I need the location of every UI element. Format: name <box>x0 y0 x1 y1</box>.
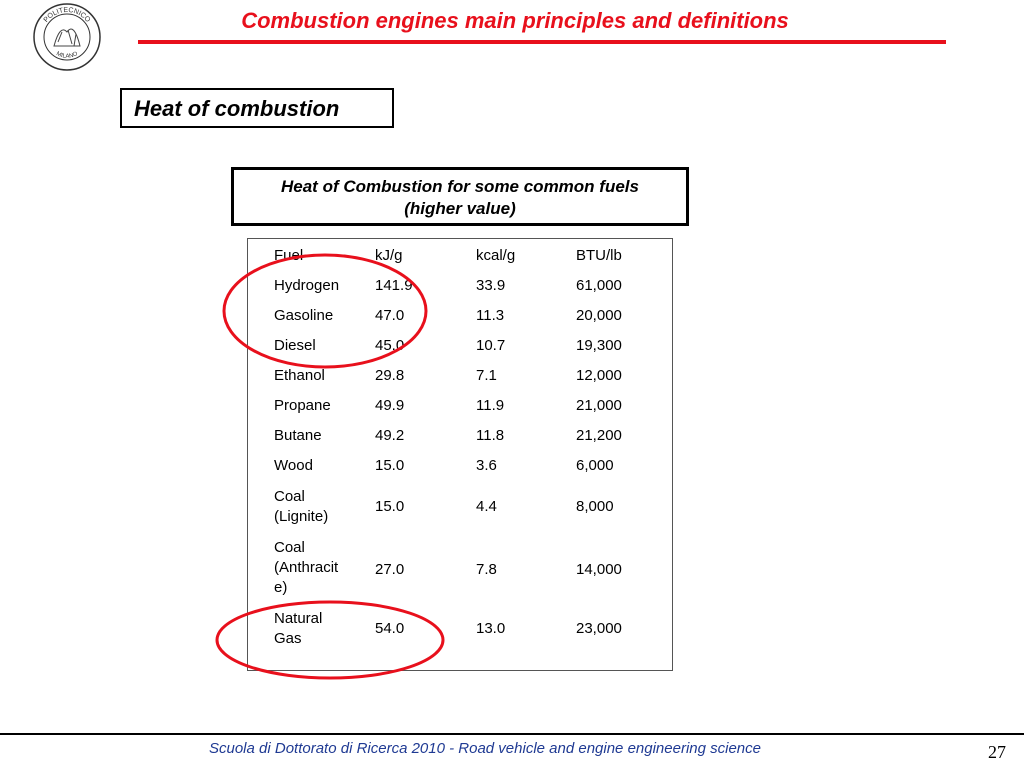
table-cell-fuel: Butane <box>274 426 354 446</box>
table-cell-kcal-g: 7.8 <box>476 561 497 578</box>
svg-text:MILANO: MILANO <box>55 51 79 60</box>
fuel-name-line: Coal <box>274 488 305 505</box>
caption-line-1: Heat of Combustion for some common fuels <box>281 177 639 196</box>
fuel-name-line: Butane <box>274 427 322 444</box>
table-cell-btu-lb: 23,000 <box>576 620 622 637</box>
table-cell-kj-g: 49.9 <box>375 397 405 414</box>
table-cell-fuel: Natural Gas <box>274 609 354 649</box>
table-cell-kj-g: 141.9 <box>375 277 413 294</box>
table-cell-btu-lb: 19,300 <box>576 337 622 354</box>
fuel-name-line: Gas <box>274 630 302 647</box>
footer-text: Scuola di Dottorato di Ricerca 2010 - Ro… <box>208 740 761 757</box>
table-cell-fuel: Propane <box>274 396 354 416</box>
table-cell-btu-lb: 21,000 <box>576 397 622 414</box>
table-header-cell: BTU/lb <box>576 247 622 264</box>
table-header-cell: kcal/g <box>476 247 516 264</box>
fuel-name-line: Wood <box>274 457 313 474</box>
slide-title: Combustion engines main principles and d… <box>241 8 789 33</box>
fuel-name-line: Gasoline <box>274 307 334 324</box>
table-header-cell: kJ/g <box>375 247 403 264</box>
table-cell-kj-g: 15.0 <box>375 498 405 515</box>
caption-line-2: (higher value) <box>404 199 516 218</box>
table-cell-kj-g: 54.0 <box>375 620 405 637</box>
highlight-circle-natural-gas <box>215 600 445 680</box>
table-cell-kcal-g: 11.9 <box>476 397 505 414</box>
page-number: 27 <box>988 742 1006 762</box>
table-cell-kj-g: 29.8 <box>375 367 405 384</box>
fuel-name-line: Coal <box>274 539 305 556</box>
table-cell-kj-g: 15.0 <box>375 457 405 474</box>
table-cell-kcal-g: 4.4 <box>476 498 497 515</box>
table-cell-fuel: Coal (Anthracit e) <box>274 538 354 598</box>
table-cell-btu-lb: 8,000 <box>576 498 614 515</box>
table-cell-fuel: Diesel <box>274 336 354 356</box>
table-cell-kcal-g: 13.0 <box>476 620 506 637</box>
table-cell-fuel: Coal (Lignite) <box>274 487 354 527</box>
fuel-name-line: (Anthracit <box>274 559 339 576</box>
table-cell-kcal-g: 3.6 <box>476 457 497 474</box>
section-label: Heat of combustion <box>120 88 394 128</box>
fuel-name-line: (Lignite) <box>274 508 329 525</box>
table-cell-kcal-g: 11.8 <box>476 427 505 444</box>
footer-rule <box>0 733 1024 735</box>
fuel-name-line: Hydrogen <box>274 277 340 294</box>
fuel-table-frame <box>247 238 673 671</box>
table-cell-btu-lb: 14,000 <box>576 561 622 578</box>
table-cell-btu-lb: 21,200 <box>576 427 622 444</box>
table-cell-fuel: Hydrogen <box>274 276 354 296</box>
table-cell-kcal-g: 33.9 <box>476 277 506 294</box>
fuel-name-line: Diesel <box>274 337 316 354</box>
table-cell-kcal-g: 10.7 <box>476 337 506 354</box>
table-cell-fuel: Ethanol <box>274 366 354 386</box>
table-cell-kj-g: 27.0 <box>375 561 405 578</box>
highlight-circle-hydrogen-gasoline <box>222 253 428 369</box>
fuel-name-line: e) <box>274 579 288 596</box>
table-caption: Heat of Combustion for some common fuels… <box>231 167 689 226</box>
politecnico-seal-logo: POLITECNICO MILANO <box>33 3 101 71</box>
table-cell-kcal-g: 11.3 <box>476 307 505 324</box>
table-cell-btu-lb: 20,000 <box>576 307 622 324</box>
table-cell-kj-g: 47.0 <box>375 307 405 324</box>
fuel-name-line: Propane <box>274 397 331 414</box>
table-cell-btu-lb: 12,000 <box>576 367 622 384</box>
table-cell-btu-lb: 61,000 <box>576 277 622 294</box>
table-cell-kcal-g: 7.1 <box>476 367 497 384</box>
title-underline <box>138 40 946 44</box>
table-cell-fuel: Gasoline <box>274 306 354 326</box>
table-cell-btu-lb: 6,000 <box>576 457 614 474</box>
fuel-name-line: Natural <box>274 610 323 627</box>
logo-text-bottom: MILANO <box>55 51 79 60</box>
table-cell-fuel: Wood <box>274 456 354 476</box>
fuel-name-line: Ethanol <box>274 367 325 384</box>
table-cell-kj-g: 49.2 <box>375 427 405 444</box>
